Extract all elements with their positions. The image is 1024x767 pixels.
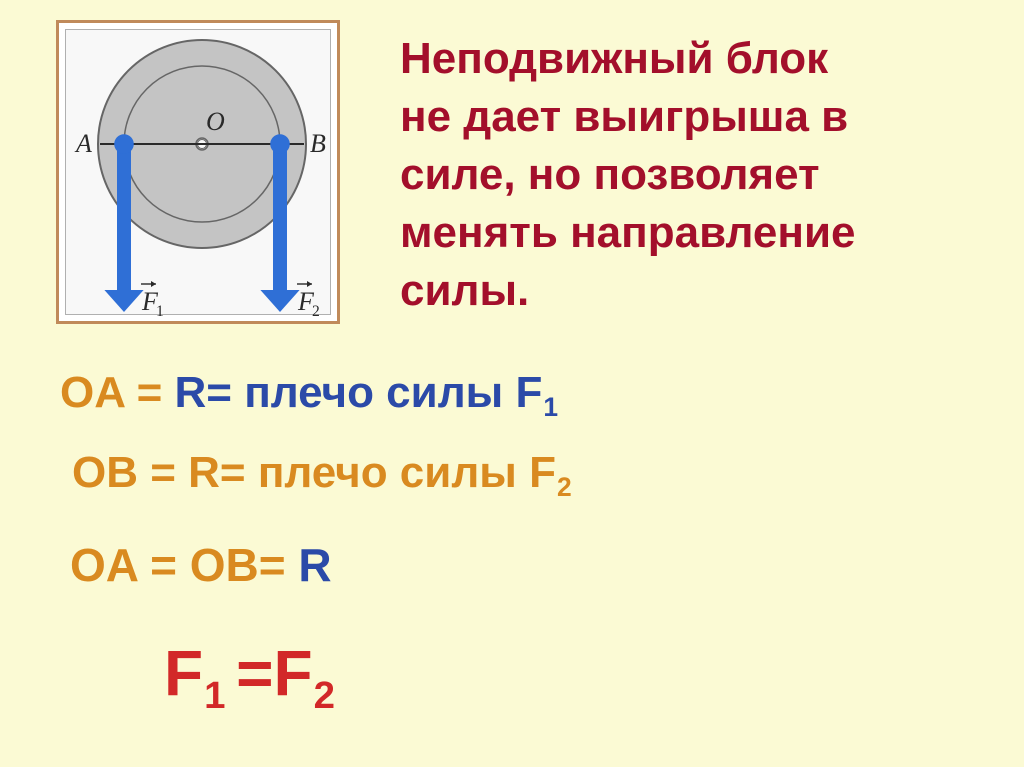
equation-span: 2 bbox=[314, 674, 335, 717]
pulley-figure: OABF1F2 bbox=[65, 29, 331, 315]
pulley-diagram: OABF1F2 bbox=[66, 30, 336, 320]
svg-text:B: B bbox=[310, 129, 326, 158]
main-statement-line: Неподвижный блок bbox=[400, 30, 980, 88]
equation-span: OA = OB= bbox=[70, 539, 298, 591]
equation-span: = плечо силы F bbox=[206, 368, 542, 417]
equation-line-1: OB = R= плечо силы F2 bbox=[72, 448, 572, 498]
equation-span: F bbox=[274, 637, 313, 709]
pulley-figure-frame: OABF1F2 bbox=[56, 20, 340, 324]
main-statement-line: силы. bbox=[400, 262, 980, 320]
svg-text:1: 1 bbox=[156, 303, 164, 320]
equation-span: R bbox=[298, 539, 331, 591]
equation-span: = bbox=[236, 637, 273, 709]
equation-line-2: OA = OB= R bbox=[70, 538, 332, 592]
equation-span: 1 bbox=[204, 674, 236, 717]
equation-span: F bbox=[164, 637, 203, 709]
slide: OABF1F2 Неподвижный блок не дает выигрыш… bbox=[0, 0, 1024, 767]
equation-span: OB = R= плечо силы F bbox=[72, 448, 556, 497]
svg-text:O: O bbox=[206, 107, 225, 136]
main-statement-text: Неподвижный блок не дает выигрыша в силе… bbox=[400, 30, 980, 320]
equation-line-0: OA = R= плечо силы F1 bbox=[60, 368, 558, 418]
equation-span: 1 bbox=[543, 392, 558, 422]
equation-span: R bbox=[175, 368, 207, 417]
main-statement-line: силе, но позволяет bbox=[400, 146, 980, 204]
main-statement-line: не дает выигрыша в bbox=[400, 88, 980, 146]
svg-text:A: A bbox=[74, 129, 92, 158]
equation-span: 2 bbox=[557, 472, 572, 502]
equation-span: OA = bbox=[60, 368, 175, 417]
svg-text:2: 2 bbox=[312, 303, 320, 320]
equation-line-3: F1 =F2 bbox=[164, 636, 335, 710]
main-statement-line: менять направление bbox=[400, 204, 980, 262]
